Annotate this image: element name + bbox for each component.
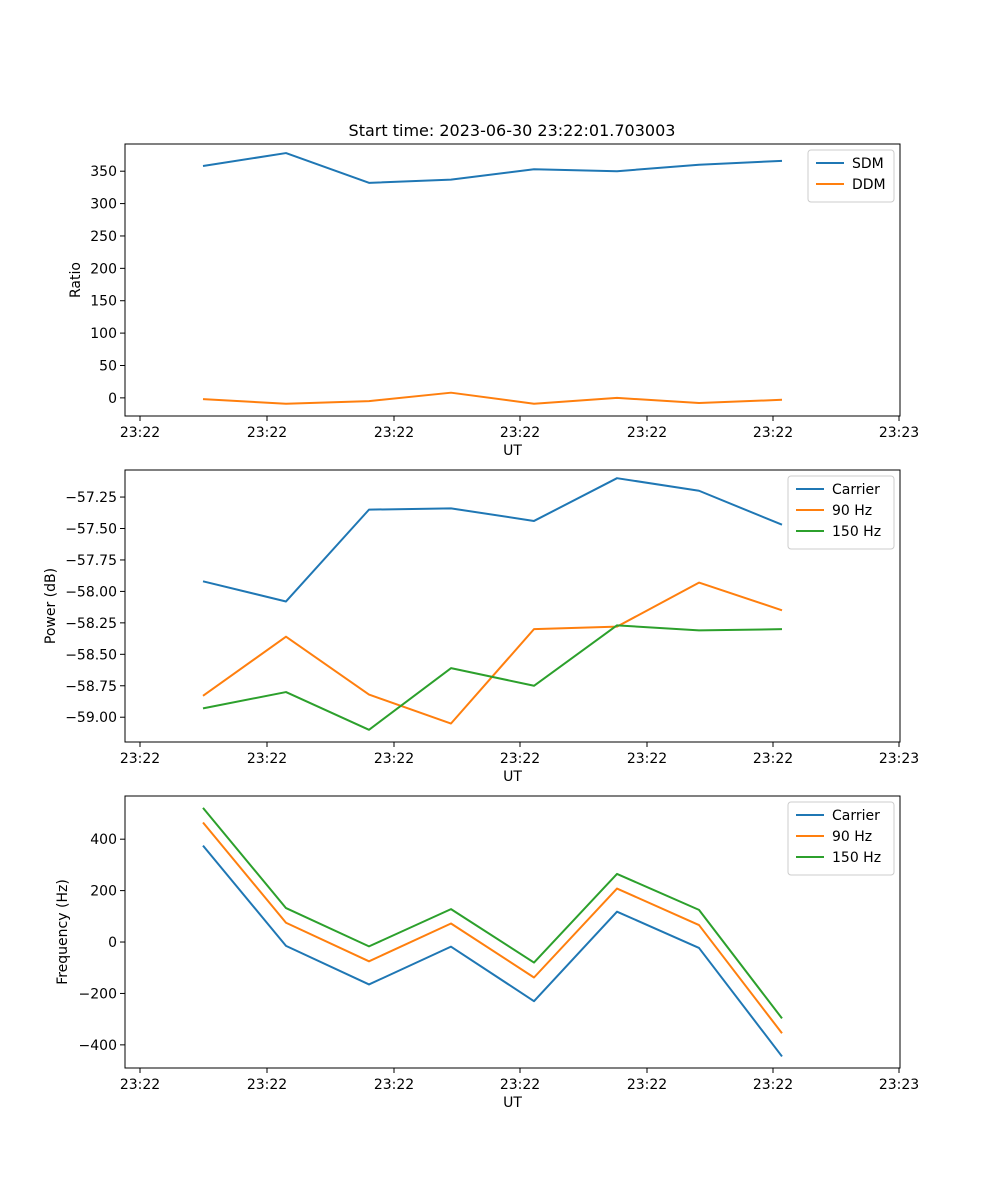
x-tick-label: 23:23 [879,1077,919,1093]
x-tick-label: 23:22 [627,751,667,767]
series-line-1-2 [202,391,783,405]
y-tick-label: −59.00 [65,710,117,726]
y-tick-label: 200 [90,884,117,900]
series-line-3-3 [202,807,783,1019]
series-line-2-1 [202,477,783,603]
y-tick-label: −200 [79,986,117,1002]
series-line-2-2 [202,581,783,725]
x-axis-label: UT [503,769,522,785]
x-tick-label: 23:23 [879,425,919,441]
axes-frame [124,795,901,1069]
y-tick-label: 100 [90,326,117,342]
axes-frame [124,143,901,417]
y-axis-label: Power (dB) [43,568,59,644]
x-tick-label: 23:22 [374,751,414,767]
x-axis-label: UT [503,443,522,459]
legend: Carrier 90 Hz 150 Hz [787,801,895,876]
y-axis-label: Ratio [68,262,84,298]
y-tick-label: −58.75 [65,679,117,695]
x-tick-label: 23:22 [753,425,793,441]
legend: Carrier 90 Hz 150 Hz [787,475,895,550]
y-tick-label: 200 [90,261,117,277]
series-line-2-3 [202,624,783,731]
series-line-1-1 [202,152,783,184]
legend-label: DDM [852,177,886,193]
x-tick-label: 23:22 [500,1077,540,1093]
y-tick-label: −57.50 [65,522,117,538]
chart-panel-3: 23:22 23:22 23:22 23:22 23:22 23:22 23:23 −400 −… [55,795,919,1111]
y-tick-label: 50 [99,358,117,374]
y-tick-label: −58.50 [65,647,117,663]
x-tick-label: 23:22 [753,1077,793,1093]
chart-panel-2: 23:22 23:22 23:22 23:22 23:22 23:22 23:23 −59.0… [43,469,919,785]
y-tick-label: −58.25 [65,616,117,632]
x-tick-label: 23:22 [500,751,540,767]
y-tick-label: −400 [79,1038,117,1054]
y-tick-label: −57.75 [65,553,117,569]
x-tick-label: 23:22 [120,1077,160,1093]
figure-title: Start time: 2023-06-30 23:22:01.703003 [349,121,676,140]
y-tick-label: 300 [90,197,117,213]
y-tick-label: 150 [90,294,117,310]
x-tick-label: 23:22 [247,425,287,441]
legend-label: 90 Hz [832,829,872,845]
x-tick-label: 23:22 [500,425,540,441]
x-tick-label: 23:22 [627,1077,667,1093]
x-tick-label: 23:22 [120,751,160,767]
x-tick-label: 23:23 [879,751,919,767]
legend: SDM DDM [807,149,895,203]
y-tick-label: 0 [108,935,117,951]
y-tick-label: −58.00 [65,584,117,600]
y-tick-label: 0 [108,391,117,407]
chart-panels: 23:22 23:22 23:22 23:22 23:22 23:22 23:23 0 50 10… [43,143,919,1111]
y-axis-label: Frequency (Hz) [55,879,71,985]
x-tick-label: 23:22 [247,1077,287,1093]
legend-label: 150 Hz [832,850,881,866]
legend-label: SDM [852,156,884,172]
series-line-3-1 [202,844,783,1058]
x-tick-label: 23:22 [374,425,414,441]
x-tick-label: 23:22 [627,425,667,441]
legend-label: 90 Hz [832,503,872,519]
x-tick-label: 23:22 [374,1077,414,1093]
y-tick-label: 350 [90,164,117,180]
axes-frame [124,469,901,743]
y-tick-label: −57.25 [65,490,117,506]
chart-panel-1: 23:22 23:22 23:22 23:22 23:22 23:22 23:23 0 50 10… [68,143,919,459]
legend-label: Carrier [832,482,880,498]
x-tick-label: 23:22 [120,425,160,441]
legend-label: Carrier [832,808,880,824]
x-tick-label: 23:22 [247,751,287,767]
series-line-3-2 [202,821,783,1034]
legend-label: 150 Hz [832,524,881,540]
x-axis-label: UT [503,1095,522,1111]
x-tick-label: 23:22 [753,751,793,767]
y-tick-label: 250 [90,229,117,245]
y-tick-label: 400 [90,832,117,848]
